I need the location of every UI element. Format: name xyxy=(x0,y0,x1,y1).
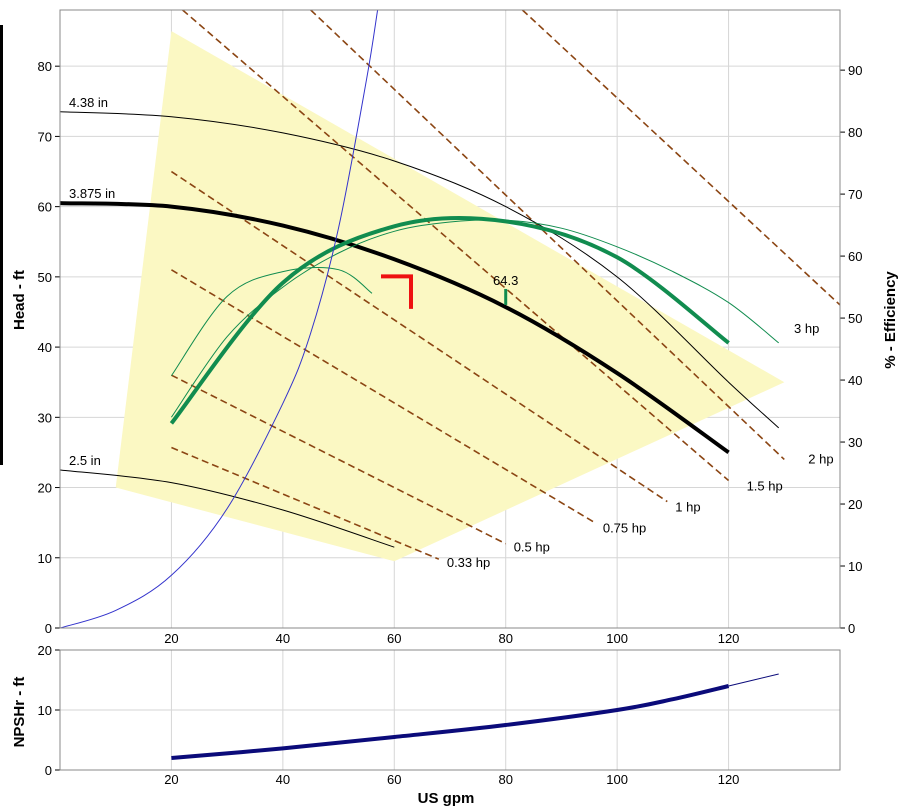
head-curves: 4.38 in 3.875 in 2.5 in xyxy=(59,95,780,548)
y2-tick-label: 10 xyxy=(848,559,862,574)
bep-marker: 64.3 xyxy=(493,273,518,305)
power-line xyxy=(521,10,840,306)
power-line xyxy=(171,269,596,524)
head-curve-label: 4.38 in xyxy=(69,95,108,110)
x-axis-title: US gpm xyxy=(418,790,475,807)
x-tick-label: 120 xyxy=(718,772,740,787)
npsh-axis-ticks: 0 10 20 20 40 60 80 100 120 xyxy=(38,643,740,787)
y2-tick-label: 60 xyxy=(848,249,862,264)
y-tick-label: 0 xyxy=(45,621,52,636)
x-tick-label: 20 xyxy=(164,772,178,787)
x-tick-label: 60 xyxy=(387,772,401,787)
power-line xyxy=(171,374,507,545)
y-tick-label: 50 xyxy=(38,270,52,285)
y2-tick-label: 50 xyxy=(848,311,862,326)
power-line-label: 1 hp xyxy=(675,500,700,515)
y-axis-title-npsh: NPSHr - ft xyxy=(11,677,28,748)
y-tick-label: 40 xyxy=(38,340,52,355)
efficiency-curve xyxy=(170,267,373,376)
operating-point-marker xyxy=(381,274,413,309)
power-line-label: 0.75 hp xyxy=(603,521,646,536)
x-tick-label: 40 xyxy=(276,631,290,646)
operating-point-marker xyxy=(381,274,413,309)
npsh-plot: 0 10 20 20 40 60 80 100 120 xyxy=(38,643,841,787)
y2-tick-label: 30 xyxy=(848,435,862,450)
y-tick-label: 60 xyxy=(38,200,52,215)
head-curve-label: 2.5 in xyxy=(69,453,101,468)
head-axis-ticks: 0 10 20 30 40 50 60 70 80 0 10 20 30 40 50 60 70 80 90 20 40… xyxy=(38,59,863,646)
y2-tick-label: 0 xyxy=(848,621,855,636)
power-line-label: 3 hp xyxy=(794,321,819,336)
x-tick-label: 80 xyxy=(498,631,512,646)
efficiency-curve xyxy=(169,215,730,425)
x-tick-label: 80 xyxy=(498,772,512,787)
power-line xyxy=(310,10,785,461)
efficiency-curves xyxy=(169,215,780,425)
power-line-label: 1.5 hp xyxy=(747,479,783,494)
power-labels: 0.33 hp 0.5 hp 0.75 hp 1 hp 1.5 hp 2 hp 3 hp xyxy=(447,321,834,570)
y-tick-label: 80 xyxy=(38,59,52,74)
efficiency-curve xyxy=(170,219,780,418)
npsh-curve xyxy=(171,684,730,760)
y-tick-label: 10 xyxy=(38,551,52,566)
power-line xyxy=(170,170,668,503)
head-plot-frame xyxy=(59,9,841,629)
power-lines xyxy=(170,10,840,560)
npsh-curves xyxy=(171,673,779,760)
power-line xyxy=(171,446,440,560)
y-tick-label: 0 xyxy=(45,763,52,778)
npsh-curve xyxy=(728,673,779,687)
y-axis-title-efficiency: % - Efficiency xyxy=(882,271,899,369)
power-line xyxy=(182,10,730,482)
y2-tick-label: 70 xyxy=(848,187,862,202)
head-curve-label: 3.875 in xyxy=(69,186,115,201)
x-tick-label: 40 xyxy=(276,772,290,787)
power-line-label: 0.5 hp xyxy=(514,540,550,555)
x-tick-label: 60 xyxy=(387,631,401,646)
y-tick-label: 20 xyxy=(38,481,52,496)
y-tick-label: 70 xyxy=(38,129,52,144)
y2-tick-label: 90 xyxy=(848,63,862,78)
preferred-operating-region xyxy=(115,31,785,562)
y2-tick-label: 80 xyxy=(848,125,862,140)
head-curve xyxy=(59,469,395,548)
y-tick-label: 30 xyxy=(38,410,52,425)
head-curve xyxy=(59,111,780,429)
power-line-label: 0.33 hp xyxy=(447,555,490,570)
y2-tick-label: 40 xyxy=(848,373,862,388)
x-tick-label: 100 xyxy=(606,631,628,646)
power-line-label: 2 hp xyxy=(808,451,833,466)
head-plot: 4.38 in 3.875 in 2.5 in 64.3 0 10 20 30 40 50 60… xyxy=(38,9,863,646)
left-edge-bar xyxy=(0,25,3,465)
y-axis-title-head: Head - ft xyxy=(11,270,28,330)
y-tick-label: 10 xyxy=(38,703,52,718)
bep-label: 64.3 xyxy=(493,273,518,288)
y-tick-label: 20 xyxy=(38,643,52,658)
system-curve xyxy=(60,10,379,628)
npsh-plot-frame xyxy=(59,649,841,771)
x-tick-label: 100 xyxy=(606,772,628,787)
x-tick-label: 120 xyxy=(718,631,740,646)
x-tick-label: 20 xyxy=(164,631,178,646)
head-curve xyxy=(59,201,730,455)
y2-tick-label: 20 xyxy=(848,497,862,512)
